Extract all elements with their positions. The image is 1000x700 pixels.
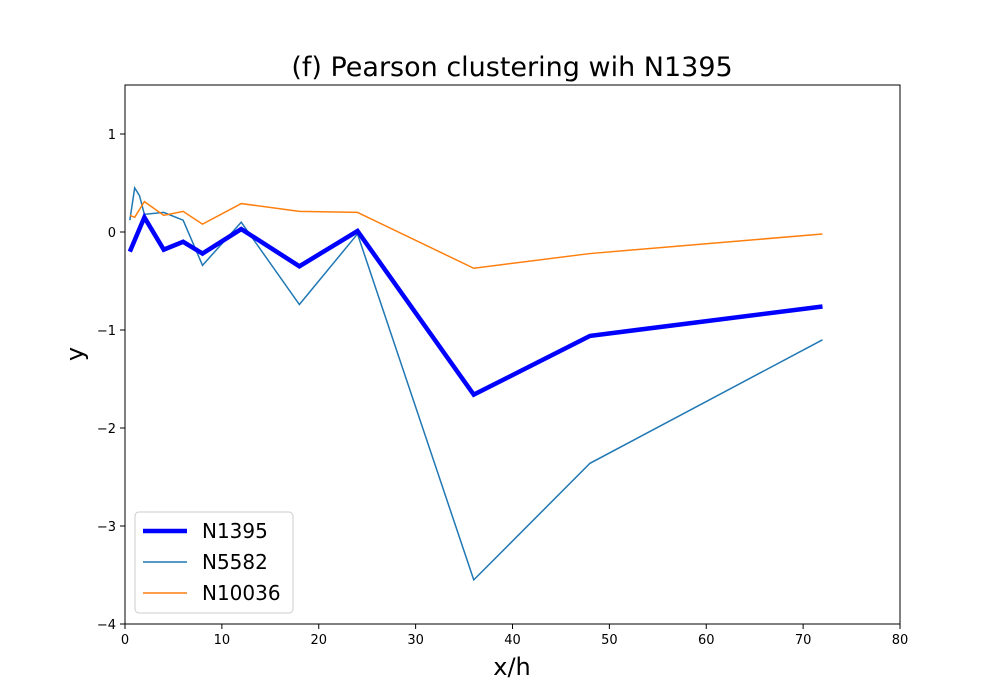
y-axis-ticks: −4 −3 −2 −1 0 1 — [97, 128, 125, 633]
x-tick-label: 40 — [504, 633, 521, 648]
x-tick-label: 50 — [601, 633, 618, 648]
legend-box — [134, 511, 294, 614]
x-tick-label: 80 — [892, 633, 909, 648]
y-tick-label: −4 — [97, 618, 116, 633]
y-tick-label: −1 — [97, 324, 116, 339]
series-line-n1395 — [127, 212, 823, 398]
series-layer — [127, 185, 823, 582]
y-tick-label: 0 — [108, 226, 116, 241]
legend: N1395 N5582 N10036 — [134, 511, 294, 614]
series-line-n5582 — [129, 185, 823, 582]
x-tick-label: 30 — [407, 633, 424, 648]
x-tick-label: 20 — [310, 633, 327, 648]
x-tick-label: 70 — [795, 633, 812, 648]
x-tick-label: 10 — [214, 633, 231, 648]
x-tick-label: 0 — [121, 633, 129, 648]
series-line-n10036 — [129, 200, 823, 270]
y-tick-label: −3 — [97, 520, 116, 535]
x-tick-label: 60 — [698, 633, 715, 648]
legend-label-n1395: N1395 — [202, 519, 268, 543]
y-tick-label: 1 — [108, 128, 116, 143]
y-axis-label: y — [61, 347, 89, 361]
chart-title: (f) Pearson clustering wih N1395 — [291, 52, 732, 83]
y-tick-label: −2 — [97, 422, 116, 437]
x-axis-ticks: 0 10 20 30 40 50 60 70 80 — [121, 624, 908, 648]
legend-label-n10036: N10036 — [202, 581, 281, 605]
legend-label-n5582: N5582 — [202, 550, 268, 574]
x-axis-label: x/h — [493, 653, 531, 681]
